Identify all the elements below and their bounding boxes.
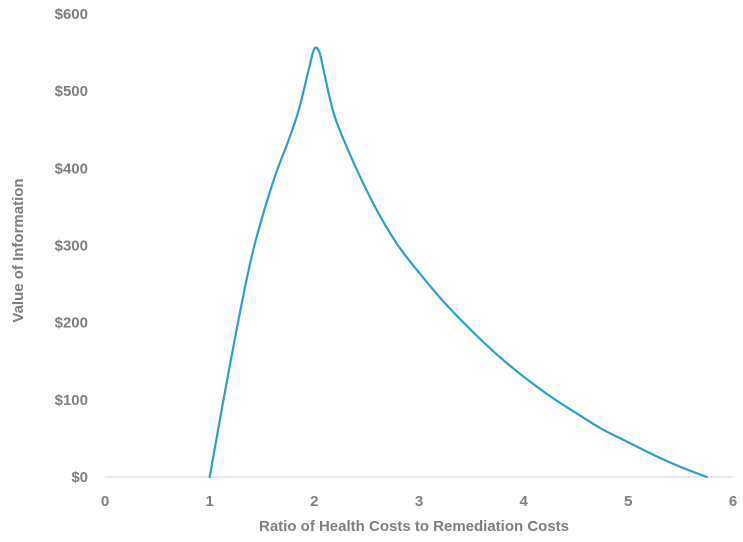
y-tick-label: $400 bbox=[55, 160, 88, 177]
x-tick-label: 2 bbox=[310, 493, 318, 510]
y-tick-label: $100 bbox=[55, 392, 88, 409]
x-tick-label: 4 bbox=[519, 493, 528, 510]
x-tick-label: 3 bbox=[415, 493, 423, 510]
y-tick-label: $200 bbox=[55, 315, 88, 332]
series-line bbox=[208, 46, 708, 479]
x-tick-label: 0 bbox=[101, 493, 109, 510]
y-axis-tick-labels: $0 $100 $200 $300 $400 $500 $600 bbox=[55, 6, 88, 486]
x-tick-label: 5 bbox=[624, 493, 632, 510]
x-tick-label: 6 bbox=[729, 493, 737, 510]
y-tick-label: $0 bbox=[71, 469, 88, 486]
x-tick-label: 1 bbox=[205, 493, 213, 510]
y-tick-label: $600 bbox=[55, 6, 88, 23]
series-layer bbox=[208, 46, 708, 479]
y-tick-label: $300 bbox=[55, 238, 88, 255]
y-axis-title: Value of Information bbox=[10, 178, 27, 322]
x-axis-title: Ratio of Health Costs to Remediation Cos… bbox=[259, 518, 569, 535]
x-axis-tick-labels: 0 1 2 3 4 5 6 bbox=[101, 493, 737, 510]
y-tick-label: $500 bbox=[55, 83, 88, 100]
